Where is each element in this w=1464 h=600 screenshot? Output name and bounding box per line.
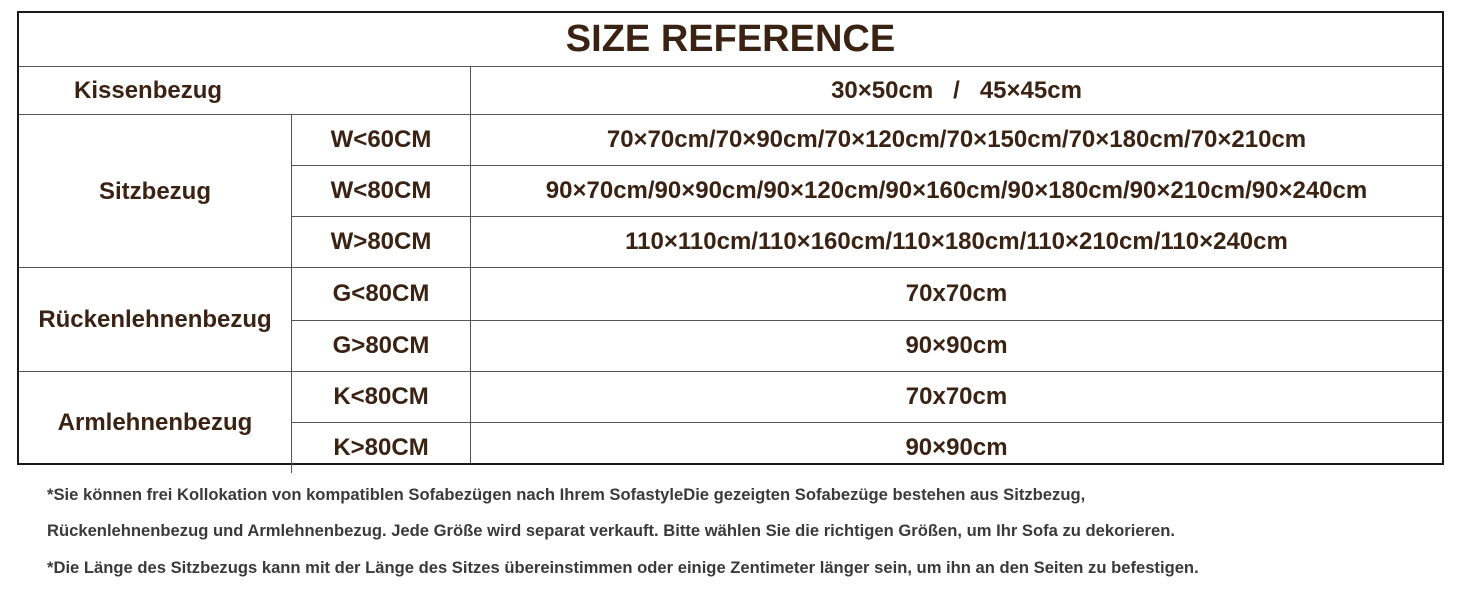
- row-line: [291, 165, 1442, 166]
- condition-cell: G<80CM: [332, 280, 430, 307]
- note-line: Rückenlehnenbezug und Armlehnenbezug. Je…: [47, 521, 1175, 540]
- condition-cell: W>80CM: [330, 228, 432, 255]
- sizes-cell: 90×70cm/90×90cm/90×120cm/90×160cm/90×180…: [545, 177, 1368, 204]
- row-line: [291, 422, 1442, 423]
- condition-cell: W<60CM: [330, 126, 432, 153]
- row-line: [19, 114, 1442, 115]
- row-line: [19, 371, 1442, 372]
- col-line: [291, 372, 292, 473]
- category-cell: Kissenbezug: [74, 77, 223, 104]
- condition-cell: K>80CM: [333, 434, 429, 461]
- sizes-cell: 110×110cm/110×160cm/110×180cm/110×210cm/…: [625, 228, 1288, 255]
- col-line: [291, 268, 292, 372]
- sizes-cell: 70×70cm/70×90cm/70×120cm/70×150cm/70×180…: [606, 126, 1307, 153]
- sizes-cell: 30×50cm / 45×45cm: [831, 76, 1082, 104]
- condition-cell: W<80CM: [330, 177, 432, 204]
- row-line: [19, 267, 1442, 268]
- sizes-cell: 70x70cm: [905, 280, 1008, 307]
- note-line: *Sie können frei Kollokation von kompati…: [47, 485, 1086, 504]
- note-line: *Die Länge des Sitzbezugs kann mit der L…: [47, 558, 1199, 577]
- category-cell: Rückenlehnenbezug: [38, 306, 272, 333]
- size-table: SIZE REFERENCE 30×50cm / 45×45cm Kissenbez…: [17, 11, 1444, 473]
- col-line: [291, 115, 292, 268]
- category-cell: Sitzbezug: [99, 177, 211, 205]
- sizes-cell: 90×90cm: [905, 434, 1008, 461]
- row-line: [19, 66, 1442, 67]
- category-cell: Armlehnenbezug: [57, 408, 253, 436]
- condition-cell: K<80CM: [333, 383, 429, 410]
- sizes-cell: 90×90cm: [905, 332, 1008, 359]
- row-line: [291, 320, 1442, 321]
- col-line: [470, 66, 471, 463]
- condition-cell: G>80CM: [332, 332, 430, 359]
- sizes-cell: 70x70cm: [905, 383, 1008, 410]
- table-title: SIZE REFERENCE: [565, 18, 896, 60]
- row-line: [291, 216, 1442, 217]
